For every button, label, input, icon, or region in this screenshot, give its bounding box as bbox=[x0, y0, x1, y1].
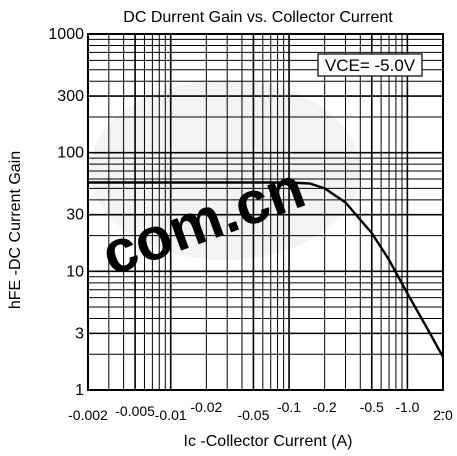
y-axis-label: hFE -DC Current Gain bbox=[7, 151, 24, 309]
y-tick-label: 3 bbox=[75, 325, 84, 342]
series-layer bbox=[88, 181, 445, 358]
x-tick-label: -1.0 bbox=[395, 399, 419, 415]
plot-frame bbox=[87, 33, 444, 391]
watermark: com.cn bbox=[90, 80, 360, 288]
x-axis-label: Ic -Collector Current (A) bbox=[184, 433, 353, 450]
x-tick-label: -0.02 bbox=[190, 399, 222, 415]
x-tick-label: -0.002 bbox=[68, 407, 108, 423]
x-tick-label: -0.05 bbox=[237, 407, 269, 423]
series-line-0 bbox=[88, 181, 445, 358]
y-tick-label: 1 bbox=[75, 382, 84, 399]
x-tick-label: -0.2 bbox=[313, 399, 337, 415]
annotation-box bbox=[317, 53, 423, 77]
y-tick-label: 300 bbox=[57, 88, 84, 105]
x-tick-label: - bbox=[441, 403, 446, 419]
vce-annotation: VCE= -5.0V bbox=[325, 56, 416, 75]
y-tick-label: 100 bbox=[57, 145, 84, 162]
x-tick-label: -0.005 bbox=[115, 403, 155, 419]
y-tick-label: 1000 bbox=[48, 26, 84, 43]
x-tick-label: -0.1 bbox=[277, 399, 301, 415]
y-tick-label: 10 bbox=[66, 263, 84, 280]
chart-title: DC Durrent Gain vs. Collector Current bbox=[123, 9, 393, 26]
y-tick-labels: 1000 300 100 30 10 3 1 bbox=[48, 26, 84, 399]
x-tick-label: -0.01 bbox=[155, 407, 187, 423]
x-tick-label: -0.5 bbox=[360, 399, 384, 415]
x-tick-label: 2.0 bbox=[433, 407, 453, 423]
y-tick-label: 30 bbox=[66, 207, 84, 224]
x-tick-labels: -0.002 -0.005 -0.01 -0.02 -0.05 -0.1 -0.2 -0.5-… bbox=[68, 399, 453, 423]
